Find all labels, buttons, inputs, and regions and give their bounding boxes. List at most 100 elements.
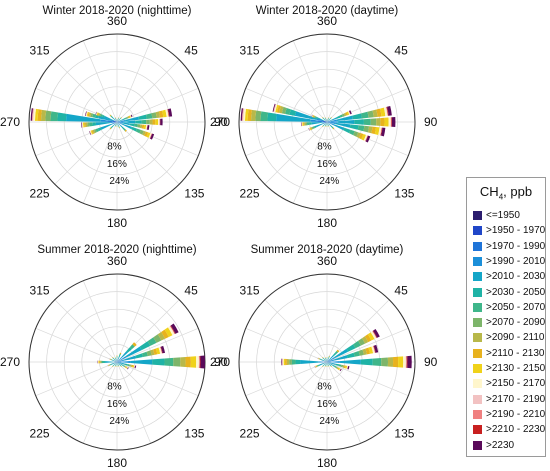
petal-segment bbox=[123, 118, 126, 120]
direction-label: 315 bbox=[30, 44, 50, 58]
petal-segment bbox=[327, 357, 328, 358]
legend-item: >1970 - 1990 bbox=[473, 239, 545, 254]
petal-segment bbox=[312, 122, 322, 124]
grid-spoke bbox=[55, 122, 117, 184]
legend-label: >2150 - 2170 bbox=[486, 378, 545, 389]
petal-segment bbox=[392, 117, 396, 127]
direction-label: 270 bbox=[0, 115, 20, 129]
direction-label: 45 bbox=[394, 44, 408, 58]
petal-segment bbox=[281, 359, 282, 366]
petal-segment bbox=[361, 359, 373, 366]
petal-segment bbox=[384, 117, 388, 126]
legend-item: >1950 - 1970 bbox=[473, 223, 545, 238]
petal-segment bbox=[289, 359, 292, 365]
petal-segment bbox=[318, 361, 322, 362]
legend-title: CH4, ppb bbox=[467, 184, 545, 202]
direction-label: 225 bbox=[240, 186, 260, 200]
petal-segment bbox=[336, 116, 340, 119]
radial-tick-label: 8% bbox=[107, 141, 122, 152]
petal-segment bbox=[388, 357, 393, 367]
petal-segment bbox=[134, 124, 138, 127]
petal-segment bbox=[152, 359, 164, 366]
petal-segment bbox=[105, 361, 113, 363]
legend-label: >2030 - 2050 bbox=[486, 287, 545, 298]
petal-segment bbox=[322, 122, 324, 123]
petal-segment bbox=[292, 359, 296, 364]
petal-segment bbox=[155, 119, 158, 125]
petal-segment bbox=[100, 361, 101, 364]
petal-segment bbox=[45, 111, 51, 122]
petal-segment bbox=[150, 119, 153, 124]
petal-segment bbox=[104, 361, 106, 363]
petal-segment bbox=[117, 126, 118, 127]
petal-segment bbox=[98, 361, 99, 364]
petal-segment bbox=[284, 359, 285, 365]
petal-segment bbox=[340, 360, 361, 365]
legend-label: >1970 - 1990 bbox=[486, 241, 545, 252]
legend-swatch bbox=[473, 211, 482, 220]
legend-item: >2010 - 2030 bbox=[473, 269, 545, 284]
direction-label: 270 bbox=[210, 115, 230, 129]
petal-segment bbox=[87, 122, 90, 126]
petal-segment bbox=[99, 361, 100, 364]
legend-label: >2130 - 2150 bbox=[486, 363, 545, 374]
petal-segment bbox=[191, 356, 196, 368]
direction-label: 225 bbox=[240, 426, 260, 440]
legend-label: >2070 - 2090 bbox=[486, 317, 545, 328]
petal-segment bbox=[180, 357, 185, 367]
direction-label: 315 bbox=[240, 44, 260, 58]
petal-segment bbox=[364, 119, 371, 125]
petal-segment bbox=[117, 366, 118, 367]
radial-tick-label: 16% bbox=[317, 159, 337, 170]
petal-segment bbox=[137, 124, 140, 128]
petal-segment bbox=[151, 112, 156, 118]
petal-segment bbox=[331, 361, 339, 363]
petal-segment bbox=[305, 122, 307, 125]
petal-segment bbox=[267, 112, 276, 121]
legend-label: <=1950 bbox=[486, 210, 520, 221]
legend-swatch bbox=[473, 272, 482, 281]
direction-label: 135 bbox=[184, 426, 204, 440]
legend-swatch bbox=[473, 364, 482, 373]
legend-item: >2150 - 2170 bbox=[473, 376, 545, 391]
direction-label: 315 bbox=[30, 284, 50, 298]
petal-segment bbox=[117, 125, 118, 126]
petal-segment bbox=[117, 126, 118, 127]
legend-item: >2110 - 2130 bbox=[473, 346, 544, 361]
direction-label: 225 bbox=[30, 186, 50, 200]
petal-segment bbox=[160, 119, 162, 126]
direction-label: 270 bbox=[0, 355, 20, 369]
wind-rose-panel: Summer 2018-2020 (daytime) 8% 16% 24% 360 45 9… bbox=[210, 244, 438, 470]
petal-segment bbox=[146, 120, 150, 125]
petal-segment bbox=[307, 122, 309, 125]
grid-spoke bbox=[265, 122, 327, 184]
legend-swatch bbox=[473, 226, 482, 235]
grid-spoke bbox=[117, 122, 179, 184]
direction-label: 90 bbox=[424, 355, 438, 369]
legend-swatch bbox=[473, 395, 482, 404]
petal-segment bbox=[152, 119, 155, 125]
petal-segment bbox=[354, 119, 364, 124]
radial-tick-label: 24% bbox=[319, 176, 339, 187]
petal-segment bbox=[135, 120, 141, 124]
petal-segment bbox=[51, 111, 59, 121]
legend-swatch bbox=[473, 441, 482, 450]
petal-segment bbox=[196, 356, 199, 368]
direction-label: 315 bbox=[240, 284, 260, 298]
petal-segment bbox=[285, 359, 287, 365]
legend-swatch bbox=[473, 425, 482, 434]
direction-label: 180 bbox=[107, 216, 127, 230]
wind-rose-panel: Winter 2018-2020 (nighttime)8%16%24%3604… bbox=[0, 5, 228, 230]
petal-segment bbox=[343, 128, 350, 133]
petal-segment bbox=[119, 124, 122, 127]
petal-segment bbox=[57, 112, 66, 121]
petal-segment bbox=[287, 359, 289, 365]
direction-label: 270 bbox=[210, 355, 230, 369]
legend-swatch bbox=[473, 288, 482, 297]
grid-spoke bbox=[55, 300, 117, 362]
petal-segment bbox=[327, 366, 328, 367]
petal-segment bbox=[327, 365, 328, 366]
petal-segment bbox=[113, 124, 115, 126]
direction-label: 180 bbox=[317, 216, 337, 230]
grid-spoke bbox=[265, 362, 327, 424]
